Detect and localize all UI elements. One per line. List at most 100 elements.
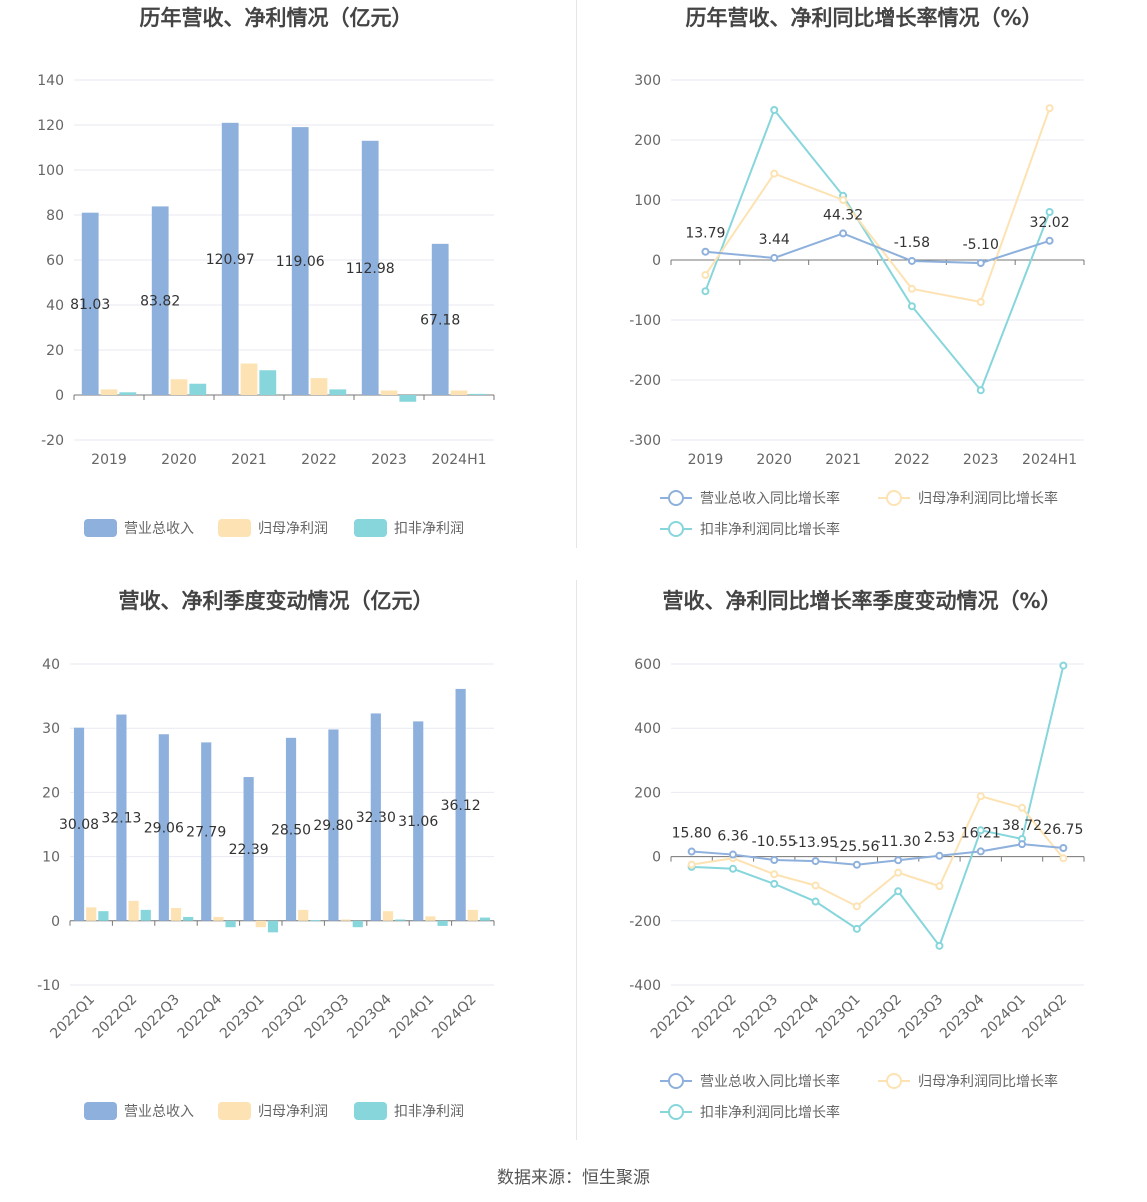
data-point <box>701 271 710 279</box>
y-tick-label: 100 <box>634 193 661 209</box>
x-tick-label: 2020 <box>756 452 792 468</box>
data-point <box>811 857 820 866</box>
bar-deducted-net-profit <box>140 909 151 921</box>
data-label: -1.58 <box>894 235 930 251</box>
y-tick-label: -400 <box>629 978 661 994</box>
x-tick-label: 2022Q4 <box>772 991 823 1042</box>
bar-revenue <box>116 714 127 921</box>
y-tick-label: -100 <box>629 313 661 329</box>
y-tick-label: 100 <box>37 163 64 179</box>
data-point <box>701 287 710 296</box>
data-point <box>907 284 916 293</box>
data-point <box>976 847 985 856</box>
series-line-revenue-growth <box>691 843 1064 866</box>
bar-revenue <box>285 737 297 921</box>
panel-divider-top <box>576 0 577 548</box>
data-label: 16.21 <box>961 825 1001 841</box>
bar-deducted-net-profit <box>267 920 279 933</box>
data-point <box>852 924 861 933</box>
data-source-note: 数据来源：恒生聚源 <box>497 1168 650 1188</box>
bar-revenue <box>370 713 381 921</box>
data-label: 29.80 <box>313 818 353 834</box>
data-point <box>852 860 861 869</box>
legend-marker <box>668 490 684 506</box>
x-tick-label: 2024Q2 <box>429 992 480 1043</box>
bar-deducted-net-profit <box>399 395 417 402</box>
x-tick-label: 2020 <box>161 452 197 468</box>
quarterly-revenue-profit-panel: 营收、净利季度变动情况（亿元） -10 0 10 20 30 40 2022Q1 2022Q2 2… <box>0 580 576 1150</box>
data-label: 28.50 <box>271 822 311 838</box>
bar-revenue <box>243 777 254 921</box>
bar-deducted-net-profit <box>189 383 207 395</box>
bar-parent-net-profit <box>340 919 351 921</box>
x-tick-label: 2023Q2 <box>854 992 905 1043</box>
bar-revenue <box>361 140 379 395</box>
bar-revenue <box>81 212 99 395</box>
chart-title: 历年营收、净利情况（亿元） <box>140 6 413 30</box>
y-tick-label: -300 <box>629 433 661 449</box>
annual-growth-rate-chart: 历年营收、净利同比增长率情况（%） -300 -200 -100 0 100 200 300 2… <box>629 6 1085 538</box>
data-point <box>1059 844 1068 853</box>
data-label: -13.95 <box>793 835 838 851</box>
data-label: 81.03 <box>70 297 110 313</box>
y-tick-label: 140 <box>37 73 64 89</box>
data-label: 22.39 <box>229 842 269 858</box>
annual-growth-rate-panel: 历年营收、净利同比增长率情况（%） -300 -200 -100 0 100 200 300 2… <box>576 0 1147 560</box>
data-point <box>687 860 696 869</box>
data-label: 31.06 <box>398 814 438 830</box>
bar-parent-net-profit <box>100 389 118 395</box>
data-label: 44.32 <box>823 207 863 223</box>
bar-parent-net-profit <box>425 916 436 921</box>
series-line-parent-np-growth <box>691 795 1065 908</box>
legend-label: 归母净利润 <box>258 1103 328 1120</box>
bar-revenue <box>291 127 309 396</box>
x-tick-label: 2024Q1 <box>978 992 1029 1043</box>
y-tick-label: 30 <box>42 721 60 737</box>
bar-parent-net-profit <box>380 390 398 395</box>
data-point <box>894 887 903 896</box>
legend-marker <box>886 490 902 506</box>
data-point <box>770 106 779 114</box>
y-tick-label: 0 <box>51 914 60 930</box>
quarterly-revenue-profit-chart: 营收、净利季度变动情况（亿元）-100102030402022Q12022Q22… <box>37 589 495 1120</box>
chart-title: 历年营收、净利同比增长率情况（%） <box>685 6 1042 30</box>
chart-title: 营收、净利同比增长率季度变动情况（%） <box>662 589 1061 613</box>
bar-deducted-net-profit <box>225 920 236 928</box>
series-line-parent-np-growth <box>704 107 1051 304</box>
bar-revenue <box>221 122 239 395</box>
y-tick-label: 60 <box>46 253 64 269</box>
data-label: -11.30 <box>876 834 921 850</box>
data-label: 32.13 <box>101 811 141 827</box>
bar-parent-net-profit <box>128 900 139 921</box>
bar-deducted-net-profit <box>395 919 406 921</box>
bar-revenue <box>158 734 169 921</box>
bar-deducted-net-profit <box>259 370 277 395</box>
data-point <box>976 298 985 306</box>
x-tick-label: 2022Q1 <box>47 992 98 1043</box>
data-label: 36.12 <box>441 798 481 814</box>
y-tick-label: 0 <box>652 253 661 269</box>
x-tick-label: 2022Q2 <box>90 992 141 1043</box>
legend-label: 归母净利润同比增长率 <box>918 490 1058 507</box>
bar-deducted-net-profit <box>310 920 321 922</box>
y-tick-label: 80 <box>46 208 64 224</box>
x-tick-label: 2024Q1 <box>387 992 438 1043</box>
bar-parent-net-profit <box>170 379 188 395</box>
bar-deducted-net-profit <box>119 392 137 395</box>
series-line-deducted-np-growth <box>691 665 1065 948</box>
x-tick-label: 2023Q2 <box>259 992 310 1043</box>
x-tick-label: 2022Q2 <box>689 992 740 1043</box>
legend-label: 扣非净利润同比增长率 <box>700 1104 840 1121</box>
data-point <box>1045 208 1054 216</box>
x-tick-label: 2023Q1 <box>813 992 864 1043</box>
legend-marker <box>668 1073 684 1089</box>
legend-label: 扣非净利润 <box>394 1104 464 1120</box>
data-point <box>907 256 916 265</box>
x-tick-label: 2023Q3 <box>302 992 353 1043</box>
bar-parent-net-profit <box>240 363 258 395</box>
annual-revenue-profit-panel: 历年营收、净利情况（亿元） -20 0 20 40 60 80 100 120 140 2019 20… <box>0 0 576 560</box>
x-tick-label: 2022Q1 <box>648 992 699 1043</box>
data-label: 120.97 <box>206 252 255 268</box>
bar-deducted-net-profit <box>183 916 194 921</box>
data-point <box>1018 803 1027 812</box>
